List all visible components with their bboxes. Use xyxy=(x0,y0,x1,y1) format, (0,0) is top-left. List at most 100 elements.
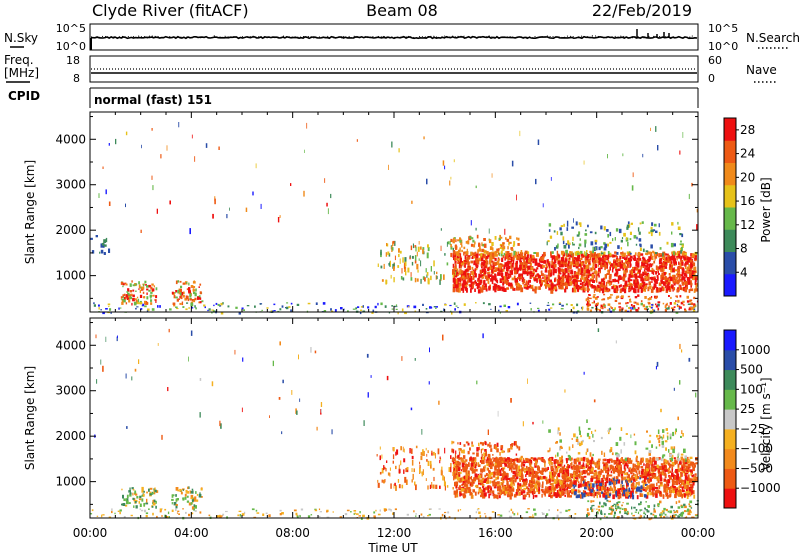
echo-cell xyxy=(631,270,633,276)
echo-cell xyxy=(690,253,693,257)
echo-cell xyxy=(565,268,568,273)
echo-cell xyxy=(468,470,470,473)
echo-cell xyxy=(624,468,627,472)
echo-cell xyxy=(629,259,632,262)
echo-cell xyxy=(529,254,532,259)
echo-cell xyxy=(511,479,514,484)
echo-cell xyxy=(620,483,622,489)
echo-cell xyxy=(542,481,544,485)
echo-cell xyxy=(488,303,491,306)
echo-cell xyxy=(425,308,428,310)
echo-cell xyxy=(499,268,503,273)
echo-cell xyxy=(380,265,383,269)
echo-cell xyxy=(626,457,629,462)
echo-cell xyxy=(627,277,630,283)
echo-cell xyxy=(692,461,695,466)
echo-cell xyxy=(510,466,514,469)
echo-cell xyxy=(340,307,343,310)
echo-cell xyxy=(435,306,438,308)
echo-cell xyxy=(570,269,573,274)
echo-cell xyxy=(618,469,622,474)
echo-cell xyxy=(545,476,548,482)
echo-cell xyxy=(613,262,616,268)
echo-cell xyxy=(563,223,565,227)
echo-cell xyxy=(456,258,459,262)
echo-cell xyxy=(546,486,550,491)
echo-cell xyxy=(568,258,571,263)
echo-cell xyxy=(528,473,531,477)
echo-cell xyxy=(694,277,697,282)
echo-cell xyxy=(618,284,621,288)
echo-cell xyxy=(666,253,669,256)
echo-cell xyxy=(483,254,486,258)
echo-cell xyxy=(614,237,616,241)
echo-cell xyxy=(149,294,152,298)
echo-cell xyxy=(689,300,692,303)
echo-cell xyxy=(598,261,601,265)
echo-cell xyxy=(547,240,550,243)
echo-cell xyxy=(467,260,469,263)
echo-cell xyxy=(664,262,667,265)
echo-cell xyxy=(692,466,695,472)
echo-cell xyxy=(510,252,513,257)
echo-cell xyxy=(672,448,675,454)
echo-cell xyxy=(553,492,557,497)
echo-cell xyxy=(575,221,578,226)
echo-cell xyxy=(491,269,493,272)
echo-cell xyxy=(175,306,178,309)
echo-cell xyxy=(571,226,574,229)
echo-cell xyxy=(568,257,571,260)
echo-cell xyxy=(665,285,667,289)
echo-cell xyxy=(152,185,154,191)
echo-cell xyxy=(608,493,611,497)
echo-cell xyxy=(472,276,475,280)
colorbar-tick-label: 16 xyxy=(740,194,755,208)
echo-cell xyxy=(442,475,444,481)
echo-cell xyxy=(460,487,464,492)
echo-cell xyxy=(617,492,619,496)
echo-cell xyxy=(636,465,638,468)
echo-cell xyxy=(659,267,662,271)
echo-cell xyxy=(528,487,530,491)
echo-cell xyxy=(676,473,680,479)
echo-cell xyxy=(603,280,606,286)
echo-cell xyxy=(458,477,462,483)
echo-cell xyxy=(530,460,533,463)
echo-cell xyxy=(487,267,490,272)
echo-cell xyxy=(629,301,632,303)
echo-cell xyxy=(613,487,616,492)
echo-cell xyxy=(667,254,670,258)
echo-cell xyxy=(687,463,691,469)
echo-cell xyxy=(548,308,551,311)
echo-cell xyxy=(514,441,517,446)
echo-cell xyxy=(586,472,590,476)
echo-cell xyxy=(532,468,534,472)
echo-cell xyxy=(556,231,559,235)
echo-cell xyxy=(483,466,485,471)
echo-cell xyxy=(444,165,446,170)
echo-cell xyxy=(472,252,476,256)
echo-cell xyxy=(569,480,572,484)
echo-cell xyxy=(669,459,672,462)
echo-cell xyxy=(686,495,689,499)
echo-cell xyxy=(640,493,644,497)
echo-cell xyxy=(494,466,497,471)
echo-cell xyxy=(504,462,506,465)
echo-cell xyxy=(621,237,624,240)
echo-cell xyxy=(573,282,576,287)
echo-cell xyxy=(590,267,592,271)
echo-cell xyxy=(472,479,475,482)
echo-cell xyxy=(186,302,189,304)
echo-cell xyxy=(501,276,504,281)
echo-cell xyxy=(602,286,604,291)
echo-cell xyxy=(663,472,667,476)
echo-cell xyxy=(490,308,492,310)
echo-cell xyxy=(479,286,482,290)
echo-cell xyxy=(685,265,687,269)
echo-cell xyxy=(657,287,660,293)
echo-cell xyxy=(195,307,197,310)
echo-cell xyxy=(522,467,525,472)
echo-cell xyxy=(481,257,484,262)
colorbar-segment xyxy=(724,207,736,230)
echo-cell xyxy=(499,458,502,463)
